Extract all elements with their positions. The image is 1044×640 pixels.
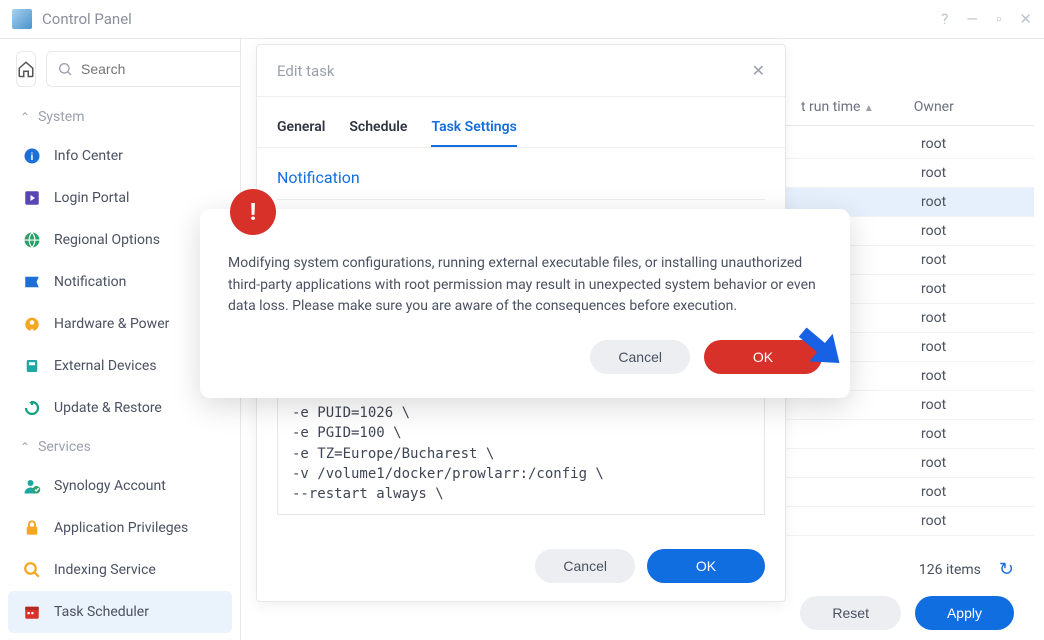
owner-cell: root	[921, 281, 946, 297]
owner-cell: root	[921, 339, 946, 355]
sidebar-item-synology-account[interactable]: Synology Account	[0, 465, 240, 507]
close-icon[interactable]: ✕	[1019, 10, 1032, 28]
login-portal-icon	[22, 188, 42, 208]
indexing-service-icon	[22, 560, 42, 580]
edit-task-tabs: General Schedule Task Settings	[257, 109, 785, 148]
column-owner[interactable]: Owner	[914, 99, 954, 115]
window-title: Control Panel	[42, 10, 941, 28]
owner-cell: root	[921, 252, 946, 268]
titlebar: Control Panel ? — ▫ ✕	[0, 0, 1044, 39]
sidebar-item-label: Update & Restore	[54, 400, 162, 416]
edit-ok-button[interactable]: OK	[647, 549, 765, 583]
application-privileges-icon	[22, 518, 42, 538]
sidebar-item-task-scheduler[interactable]: Task Scheduler	[8, 591, 232, 633]
item-count: 126 items	[919, 562, 981, 578]
app-icon	[12, 9, 32, 29]
section-services[interactable]: ⌃ Services	[0, 429, 240, 465]
owner-cell: root	[921, 194, 946, 210]
owner-cell: root	[921, 223, 946, 239]
edit-task-close-icon[interactable]: ✕	[752, 61, 765, 80]
edit-task-footer: Cancel OK	[257, 531, 785, 601]
owner-cell: root	[921, 136, 946, 152]
sort-asc-icon: ▲	[864, 103, 874, 114]
external-devices-icon	[22, 356, 42, 376]
sidebar-item-label: Notification	[54, 274, 126, 290]
window-controls: ? — ▫ ✕	[941, 10, 1032, 28]
home-button[interactable]	[16, 51, 36, 87]
apply-button[interactable]: Apply	[915, 596, 1014, 630]
notification-icon	[22, 272, 42, 292]
page-actions: Reset Apply	[800, 596, 1014, 630]
owner-cell: root	[921, 455, 946, 471]
section-system[interactable]: ⌃ System	[0, 99, 240, 135]
home-icon	[17, 60, 35, 78]
owner-cell: root	[921, 426, 946, 442]
warn-ok-button[interactable]: OK	[704, 340, 822, 374]
edit-cancel-button[interactable]: Cancel	[535, 549, 635, 583]
sidebar-item-label: Info Center	[54, 148, 123, 164]
chevron-up-icon: ⌃	[20, 110, 30, 124]
column-run-time[interactable]: t run time ▲	[801, 99, 874, 115]
sidebar-item-label: Login Portal	[54, 190, 129, 206]
refresh-icon[interactable]: ↻	[999, 559, 1014, 580]
warning-icon: !	[230, 189, 276, 235]
owner-cell: root	[921, 368, 946, 384]
minimize-icon[interactable]: —	[966, 10, 978, 28]
update-restore-icon	[22, 398, 42, 418]
user-script-textarea[interactable]: -e PUID=1026 \ -e PGID=100 \ -e TZ=Europ…	[277, 392, 765, 515]
sidebar-item-label: External Devices	[54, 358, 157, 374]
search-icon	[57, 61, 73, 77]
owner-cell: root	[921, 165, 946, 181]
warning-modal: ! Modifying system configurations, runni…	[200, 209, 850, 398]
owner-cell: root	[921, 310, 946, 326]
tab-schedule[interactable]: Schedule	[349, 109, 407, 147]
warn-cancel-button[interactable]: Cancel	[590, 340, 690, 374]
owner-cell: root	[921, 484, 946, 500]
warning-text: Modifying system configurations, running…	[228, 253, 822, 318]
task-scheduler-icon	[22, 602, 42, 622]
search-box[interactable]	[46, 51, 273, 87]
sidebar-item-indexing-service[interactable]: Indexing Service	[0, 549, 240, 591]
edit-task-header: Edit task ✕	[257, 45, 785, 97]
synology-account-icon	[22, 476, 42, 496]
reset-button[interactable]: Reset	[800, 596, 901, 630]
svg-text:i: i	[31, 151, 34, 163]
owner-cell: root	[921, 513, 946, 529]
sidebar-item-label: Regional Options	[54, 232, 160, 248]
section-label: System	[38, 109, 84, 125]
section-label: Services	[38, 439, 91, 455]
sidebar-item-info-center[interactable]: i Info Center	[0, 135, 240, 177]
search-input[interactable]	[81, 61, 262, 77]
tab-general[interactable]: General	[277, 109, 325, 147]
maximize-icon[interactable]: ▫	[996, 10, 1001, 28]
notification-section-title: Notification	[277, 162, 765, 200]
edit-task-title: Edit task	[277, 62, 335, 80]
regional-options-icon	[22, 230, 42, 250]
sidebar-item-label: Task Scheduler	[54, 604, 149, 620]
owner-cell: root	[921, 397, 946, 413]
hardware-power-icon	[22, 314, 42, 334]
sidebar-item-application-privileges[interactable]: Application Privileges	[0, 507, 240, 549]
tab-task-settings[interactable]: Task Settings	[431, 109, 516, 147]
warning-footer: Cancel OK	[228, 340, 822, 374]
chevron-up-icon: ⌃	[20, 440, 30, 454]
help-icon[interactable]: ?	[941, 10, 948, 28]
sidebar-item-label: Application Privileges	[54, 520, 188, 536]
sidebar-item-label: Hardware & Power	[54, 316, 169, 332]
sidebar-item-label: Synology Account	[54, 478, 166, 494]
info-center-icon: i	[22, 146, 42, 166]
sidebar-item-label: Indexing Service	[54, 562, 156, 578]
